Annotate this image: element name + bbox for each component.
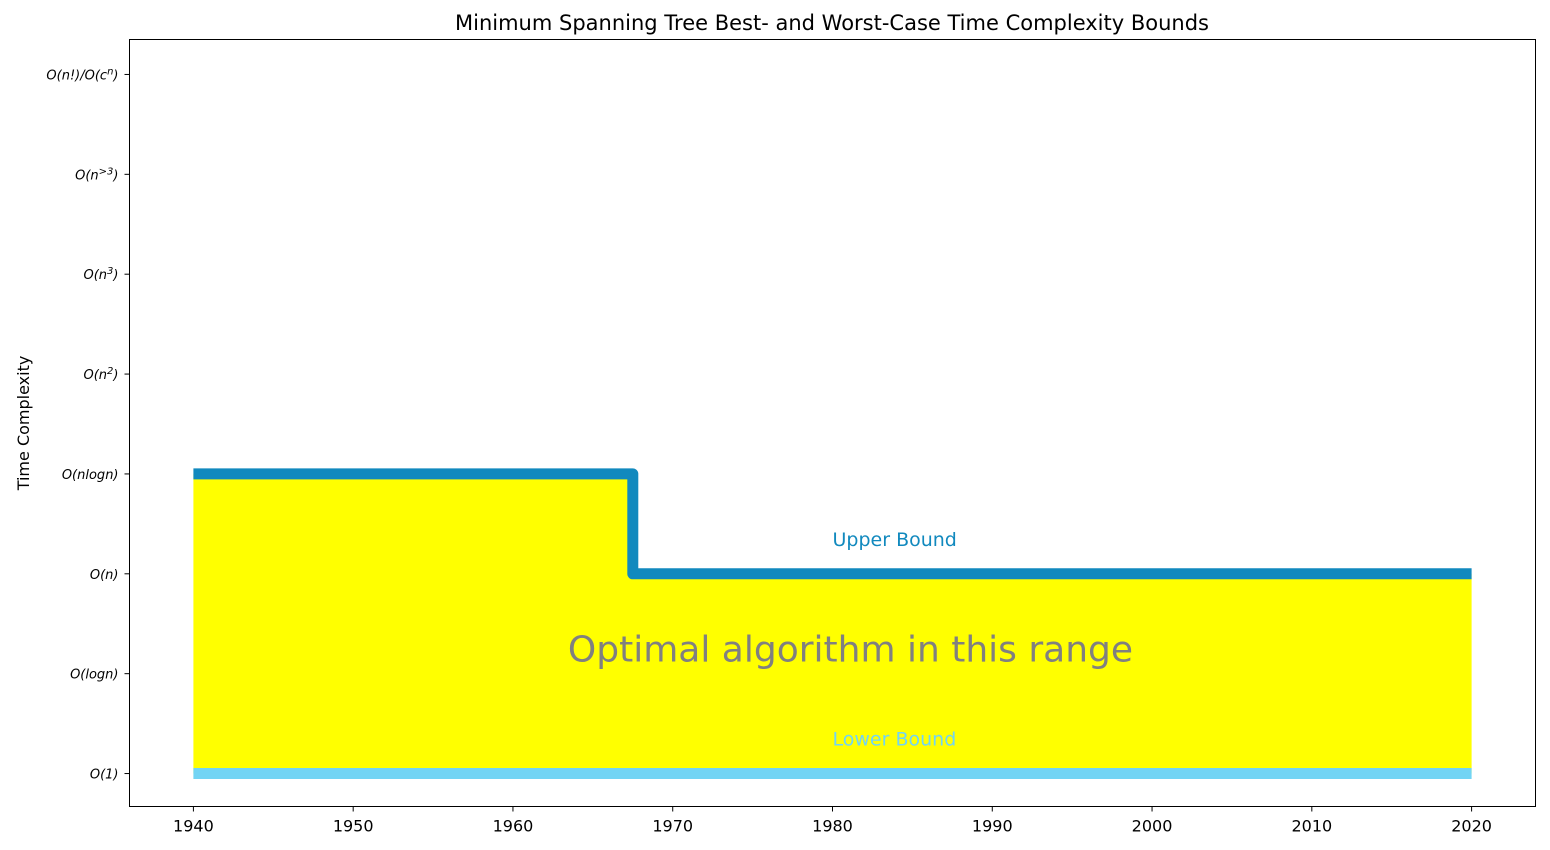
y-tick-label: O(n2) — [84, 366, 119, 384]
x-tick-label: 2010 — [1291, 817, 1332, 836]
upper-bound-label: Upper Bound — [833, 529, 957, 551]
x-tick-label: 1960 — [493, 817, 534, 836]
x-tick-label: 2000 — [1132, 817, 1173, 836]
lower-bound-label: Lower Bound — [833, 729, 957, 751]
label-layer: Upper Bound Lower Bound Optimal algorithm … — [568, 529, 1133, 751]
x-tick-label: 1940 — [173, 817, 214, 836]
x-tick-label: 1970 — [652, 817, 693, 836]
fill-layer — [193, 473, 1472, 774]
y-tick-label: O(logn) — [70, 668, 118, 683]
x-tick-label: 1950 — [333, 817, 374, 836]
y-tick-label: O(n!)/O(cn) — [46, 66, 118, 84]
x-tick-label: 2020 — [1451, 817, 1492, 836]
upper-bound-line — [193, 468, 1472, 580]
y-tick-label: O(n3) — [84, 266, 119, 284]
x-axis: 1940 1950 1960 1970 1980 1990 2000 2010 2020 — [173, 806, 1492, 836]
optimal-range-fill — [193, 473, 1472, 774]
y-tick-label: O(nlogn) — [62, 468, 119, 483]
x-tick-label: 1980 — [812, 817, 853, 836]
y-tick-label: O(1) — [90, 768, 119, 783]
optimal-range-annotation: Optimal algorithm in this range — [568, 630, 1133, 671]
y-tick-label: O(n) — [90, 568, 119, 583]
y-axis-label: Time Complexity — [14, 356, 33, 492]
y-tick-label: O(n>3) — [75, 166, 118, 184]
y-axis: O(1) O(logn) O(n) O(nlogn) O(n2) O(n3) O(n>3) O… — [46, 66, 130, 783]
chart-title: Minimum Spanning Tree Best- and Worst-Ca… — [455, 11, 1209, 35]
x-tick-label: 1990 — [972, 817, 1013, 836]
series-layer — [193, 468, 1472, 779]
